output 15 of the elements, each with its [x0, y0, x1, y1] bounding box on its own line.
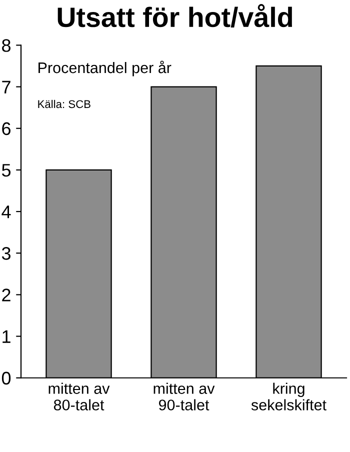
x-tick-label: mitten av 80-talet — [48, 382, 110, 410]
y-tick-label: 6 — [2, 122, 10, 136]
y-tick-label: 5 — [2, 164, 11, 177]
x-tick-label: kring sekelskiftet — [251, 382, 326, 410]
y-tick-label: 8 — [2, 39, 10, 52]
y-tick-label: 2 — [2, 288, 10, 302]
y-tick-label: 4 — [2, 206, 11, 218]
annotation: Källa: SCB — [38, 100, 90, 108]
y-tick-label: 1 — [2, 330, 10, 343]
y-tick-label: 7 — [2, 80, 10, 94]
y-tick-label: 3 — [2, 247, 10, 260]
chart-title: Utsatt för hot/våld — [58, 4, 292, 28]
annotation: Procentandel per år — [38, 60, 172, 76]
y-tick-label: 0 — [2, 372, 11, 385]
x-tick-label: mitten av 90-talet — [154, 382, 215, 410]
